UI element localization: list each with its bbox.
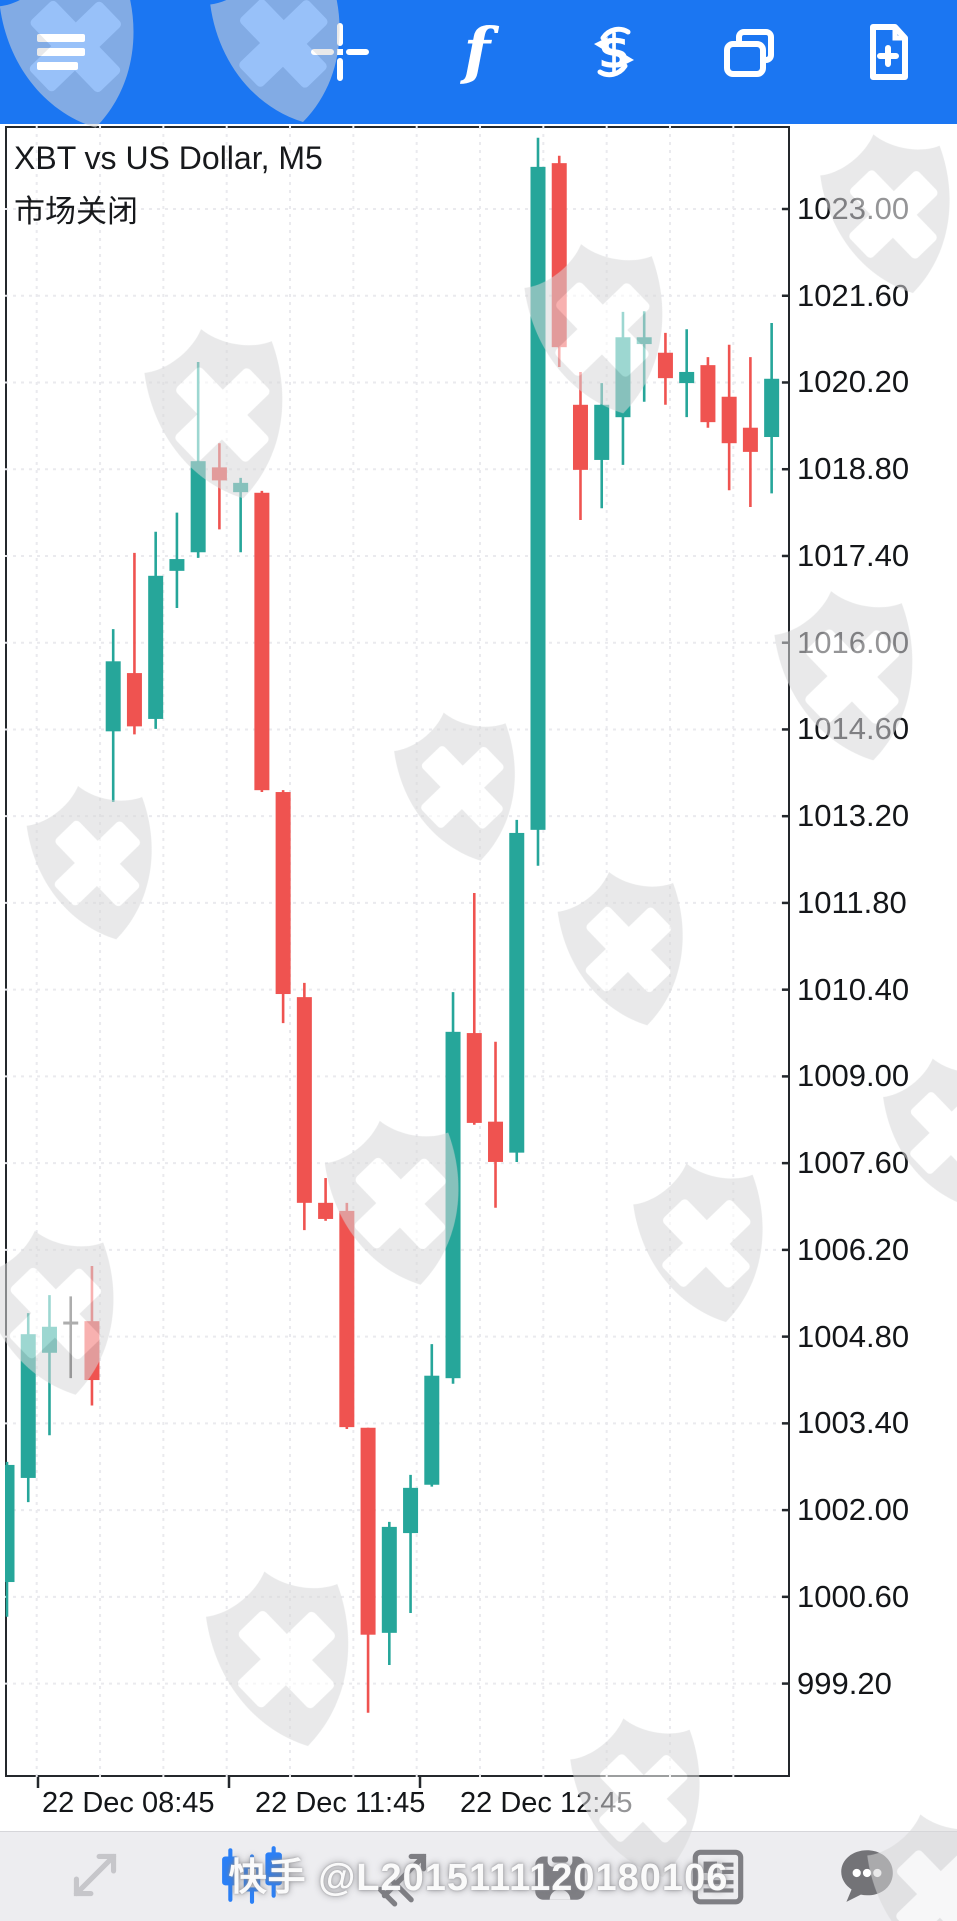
time-axis-label: 22 Dec 11:45 bbox=[255, 1787, 426, 1819]
price-axis-label: 1003.40 bbox=[797, 1405, 910, 1441]
market-status-label: 市场关闭 bbox=[14, 194, 138, 229]
indicators-icon[interactable]: f bbox=[445, 20, 509, 84]
price-axis-label: 1009.00 bbox=[797, 1058, 910, 1094]
time-axis-label: 22 Dec 12:45 bbox=[460, 1787, 633, 1819]
trend-arrows-icon[interactable] bbox=[62, 1842, 128, 1908]
price-axis-label: 1013.20 bbox=[797, 798, 910, 834]
new-chart-icon[interactable] bbox=[856, 20, 920, 84]
price-axis-label: 1006.20 bbox=[797, 1231, 910, 1267]
price-axis-label: 1002.00 bbox=[797, 1492, 910, 1528]
news-icon[interactable] bbox=[685, 1842, 751, 1908]
price-axis-label: 1017.40 bbox=[797, 537, 910, 573]
bottom-toolbar bbox=[0, 1831, 957, 1921]
price-axis-label: 1016.00 bbox=[797, 624, 910, 660]
price-axis-label: 999.20 bbox=[797, 1665, 892, 1701]
chat-icon[interactable] bbox=[833, 1842, 899, 1908]
price-axis-label: 1011.80 bbox=[797, 884, 907, 920]
price-axis-label: 1021.60 bbox=[797, 277, 910, 313]
trendline-tool-icon[interactable] bbox=[372, 1842, 438, 1908]
price-axis-label: 1010.40 bbox=[797, 971, 910, 1007]
price-axis-label: 1018.80 bbox=[797, 451, 910, 487]
price-axis-label: 1000.60 bbox=[797, 1578, 910, 1614]
chart-type-candles-icon[interactable] bbox=[219, 1842, 285, 1908]
price-axis-label: 1004.80 bbox=[797, 1318, 910, 1354]
time-axis-label: 22 Dec 08:45 bbox=[42, 1787, 215, 1819]
price-axis-label: 1007.60 bbox=[797, 1145, 910, 1181]
chart-windows-icon[interactable] bbox=[719, 20, 783, 84]
price-axis-label: 1023.00 bbox=[797, 191, 910, 226]
objects-archive-icon[interactable] bbox=[527, 1842, 593, 1908]
price-axis-label: 1014.60 bbox=[797, 711, 910, 747]
trade-icon[interactable]: $ bbox=[582, 20, 646, 84]
chart-symbol-title: XBT vs US Dollar, M5 bbox=[14, 140, 323, 176]
price-axis-label: 1020.20 bbox=[797, 364, 910, 400]
